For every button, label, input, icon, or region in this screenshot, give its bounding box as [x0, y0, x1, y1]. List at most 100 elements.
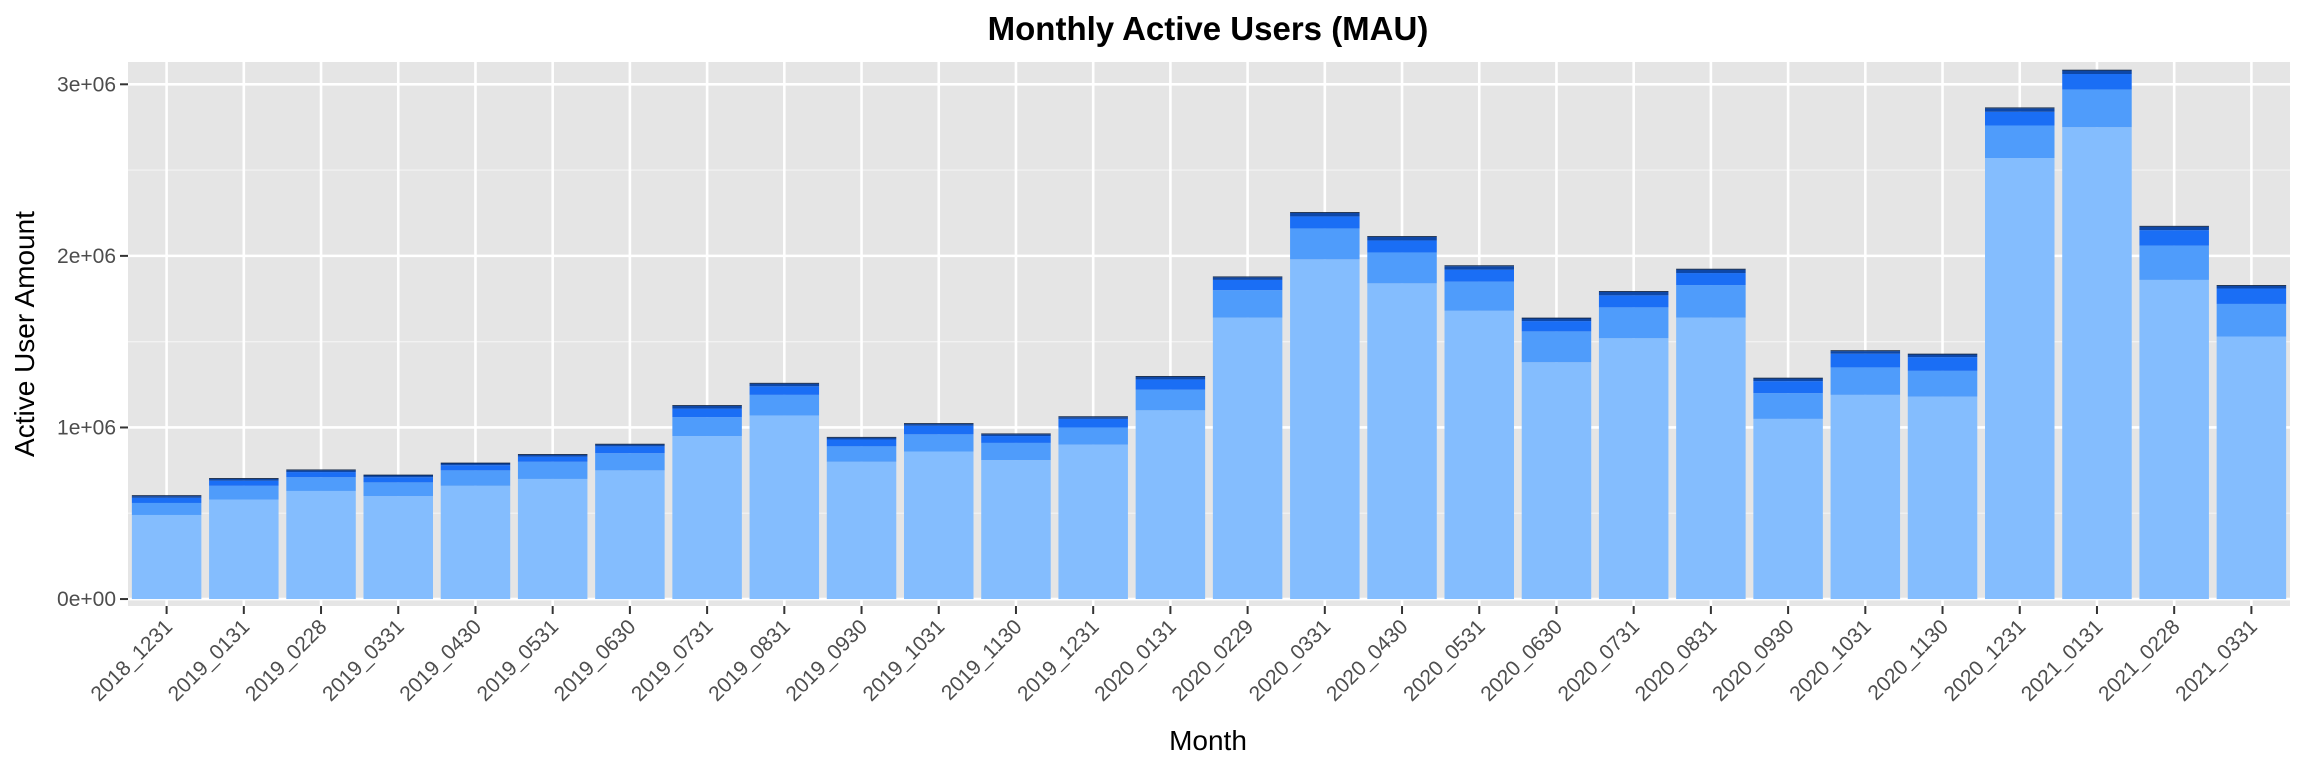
bar-segment — [1985, 107, 2055, 109]
bar-segment — [363, 475, 433, 478]
bar-segment — [1290, 228, 1360, 260]
bar-segment — [1135, 379, 1206, 390]
bar-segment — [363, 477, 433, 483]
bar-segment — [440, 463, 511, 466]
x-tick-label: 2021_0331 — [2171, 615, 2262, 706]
bar-segment — [749, 415, 820, 600]
bar-segment — [440, 462, 511, 464]
bar-segment — [1521, 321, 1592, 332]
bar-segment — [1676, 317, 1746, 600]
bar-segment — [1212, 276, 1283, 278]
bar-segment — [672, 406, 742, 409]
bar-segment — [1907, 354, 1978, 358]
bar-segment — [672, 436, 742, 600]
bar-segment — [1058, 416, 1128, 418]
bar-segment — [904, 424, 974, 426]
bar-segment — [1290, 259, 1360, 600]
x-tick-label: 2020_0731 — [1554, 615, 1645, 706]
bar-segment — [517, 454, 588, 457]
bar-segment — [131, 514, 202, 600]
bar-segment — [2062, 70, 2132, 75]
bar-segment — [286, 469, 356, 471]
bar-segment — [1985, 125, 2055, 159]
bar-segment — [1212, 317, 1283, 600]
bar-segment — [981, 436, 1051, 443]
bar-segment — [981, 460, 1051, 600]
bar-segment — [1135, 410, 1206, 600]
bar-segment — [2216, 303, 2287, 337]
bar-segment — [131, 496, 202, 498]
x-axis: 2018_12312019_01312019_02282019_03312019… — [87, 606, 2262, 706]
bar-segment — [1135, 376, 1206, 380]
bar-segment — [1058, 417, 1128, 419]
x-tick-label: 2019_0930 — [781, 615, 872, 706]
bar-segment — [1598, 291, 1669, 292]
x-tick-label: 2020_0831 — [1631, 615, 1722, 706]
bar-segment — [595, 446, 665, 454]
bar-segment — [363, 474, 433, 476]
bar-segment — [595, 453, 665, 471]
bar-segment — [1367, 283, 1437, 600]
x-tick-label: 2018_1231 — [87, 615, 178, 706]
bar-segment — [209, 499, 279, 600]
bar-segment — [2062, 89, 2132, 128]
bar-segment — [1598, 307, 1669, 339]
bar-segment — [981, 434, 1051, 437]
bar-segment — [826, 439, 897, 447]
bar-segment — [904, 434, 974, 452]
bar-segment — [1598, 295, 1669, 308]
bar-segment — [2062, 127, 2132, 600]
x-tick-label: 2020_1231 — [1940, 615, 2031, 706]
bar-segment — [749, 383, 820, 387]
bar-segment — [904, 423, 974, 425]
bar-segment — [363, 482, 433, 497]
bar-segment — [2216, 285, 2287, 286]
x-tick-label: 2020_0531 — [1399, 615, 1490, 706]
bar-segment — [595, 444, 665, 447]
bar-segment — [826, 437, 897, 440]
bar-segment — [1753, 393, 1823, 419]
x-axis-title: Month — [1169, 725, 1247, 756]
bar-segment — [1290, 212, 1360, 217]
bar-segment — [517, 478, 588, 600]
bar-segment — [1444, 265, 1514, 267]
bar-segment — [672, 417, 742, 437]
bar-segment — [1985, 108, 2055, 112]
y-axis: 0e+00 1e+06 2e+06 3e+06 — [57, 73, 128, 611]
x-tick-label: 2019_0131 — [164, 615, 255, 706]
bar-segment — [672, 405, 742, 407]
bar-segment — [1907, 396, 1978, 600]
bar-segment — [826, 446, 897, 462]
bar-segment — [1212, 277, 1283, 280]
bar-segment — [2062, 74, 2132, 90]
bar-segment — [286, 490, 356, 600]
bar-segment — [1753, 418, 1823, 600]
bar-segment — [1753, 378, 1823, 382]
bar-segment — [1676, 268, 1746, 270]
bar-segment — [1830, 394, 1901, 600]
x-tick-label: 2020_0229 — [1168, 615, 1259, 706]
x-tick-label: 2020_0131 — [1090, 615, 1181, 706]
bar-segment — [1985, 111, 2055, 126]
bar-segment — [1907, 353, 1978, 355]
bar-segment — [749, 394, 820, 416]
bar-segment — [1598, 338, 1669, 600]
bar-segment — [1521, 317, 1592, 319]
x-tick-label: 2020_0930 — [1708, 615, 1799, 706]
x-tick-label: 2021_0228 — [2094, 615, 2185, 706]
bar-segment — [1135, 375, 1206, 377]
x-tick-label: 2020_0430 — [1322, 615, 1413, 706]
bar-segment — [1290, 212, 1360, 213]
bar-segment — [1907, 370, 1978, 397]
bar-segment — [826, 461, 897, 600]
bar-segment — [517, 456, 588, 462]
bar-segment — [1444, 281, 1514, 311]
bar-segment — [1521, 318, 1592, 322]
bar-segment — [2139, 245, 2209, 280]
bar-segment — [826, 436, 897, 438]
bar-segment — [1830, 351, 1901, 354]
y-tick-label: 3e+06 — [57, 73, 116, 96]
bar-segment — [1367, 240, 1437, 253]
bar-segment — [904, 425, 974, 435]
